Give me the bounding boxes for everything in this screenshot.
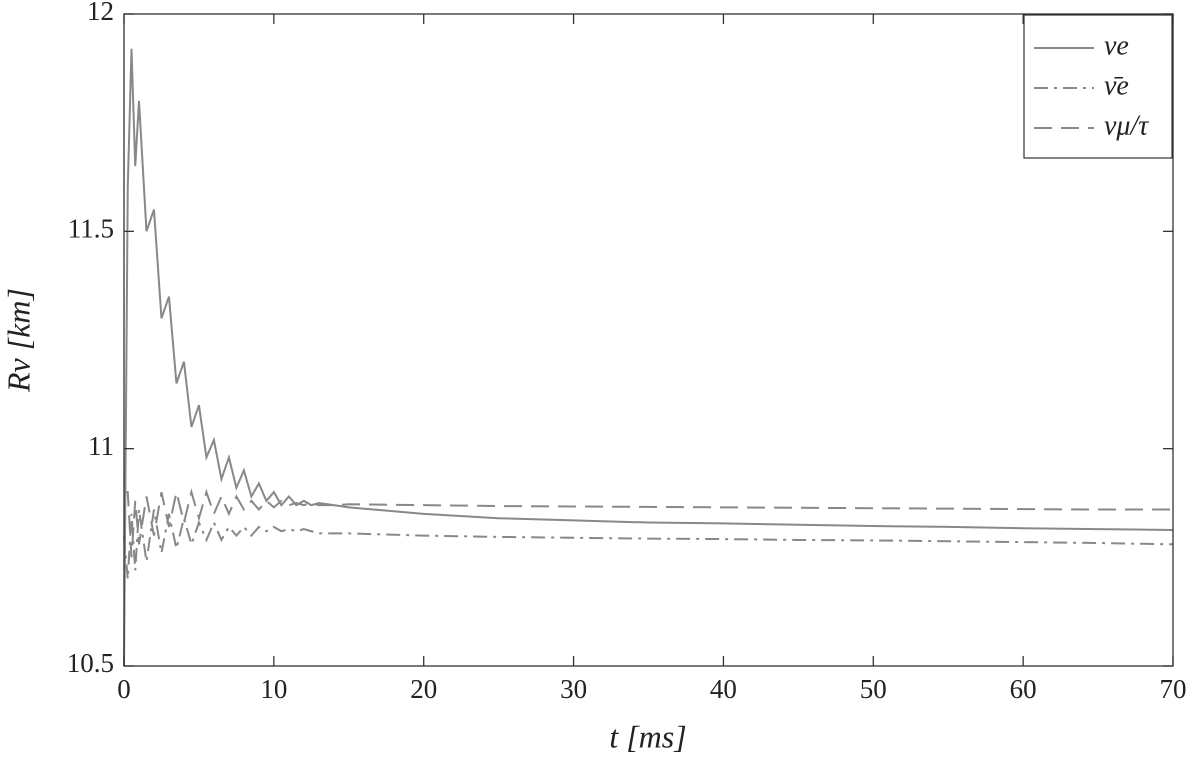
y-tick-label: 11.5 <box>68 214 114 244</box>
series-line <box>123 509 1174 580</box>
series-line <box>124 488 1173 558</box>
legend-box <box>1023 14 1173 159</box>
x-tick-label: 70 <box>1160 674 1187 704</box>
x-tick-label: 50 <box>860 674 887 704</box>
plot-frame <box>123 13 1174 667</box>
legend-label: νe <box>1104 30 1129 61</box>
legend-label: νμ/τ <box>1104 110 1149 141</box>
x-tick-label: 10 <box>260 674 287 704</box>
x-axis-label: t [ms] <box>609 718 686 754</box>
series-line <box>123 48 1174 667</box>
x-tick-label: 30 <box>560 674 587 704</box>
x-tick-label: 0 <box>117 674 131 704</box>
y-tick-label: 12 <box>87 0 114 26</box>
x-tick-label: 20 <box>410 674 437 704</box>
y-tick-label: 11 <box>88 431 114 461</box>
x-tick-label: 60 <box>1010 674 1037 704</box>
x-tick-label: 40 <box>710 674 737 704</box>
y-tick-label: 10.5 <box>67 648 114 678</box>
y-axis-label: Rν [km] <box>0 288 36 393</box>
legend-label: ν̄e <box>1104 70 1129 101</box>
